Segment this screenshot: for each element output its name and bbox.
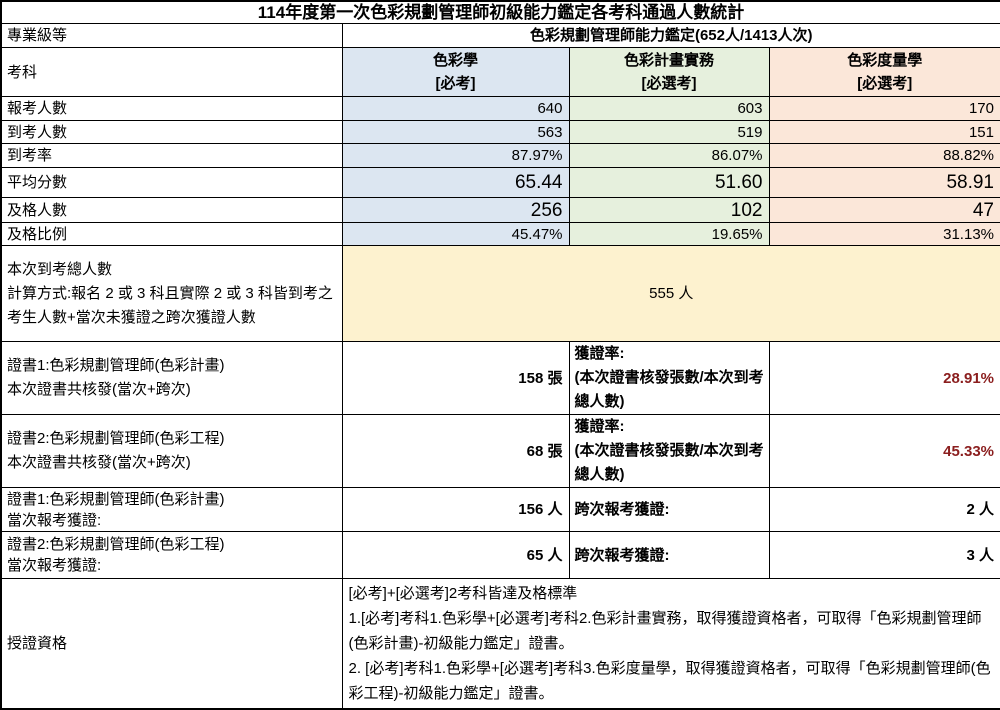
row-profession-level: 專業級等 色彩規劃管理師能力鑑定(652人/1413人次)	[0, 23, 1000, 48]
attended-total-label-line1: 本次到考總人數	[7, 260, 113, 278]
certificate2-issued-count: 68 張	[341, 414, 570, 488]
rate-title: 獲證率:	[574, 345, 625, 362]
certificate1-current-count: 156 人	[341, 487, 570, 532]
certificate1-current-label: 證書1:色彩規劃管理師(色彩計畫) 當次報考獲證:	[0, 487, 343, 532]
certificate-issued-caption: 本次證書共核發(當次+跨次)	[7, 454, 191, 471]
subject-name: 色彩度量學	[847, 52, 923, 69]
certificate-name: 證書1:色彩規劃管理師(色彩計畫)	[7, 357, 225, 374]
certificate2-issued-label: 證書2:色彩規劃管理師(色彩工程) 本次證書共核發(當次+跨次)	[0, 414, 343, 488]
metric-label: 到考率	[0, 143, 343, 168]
certificate-issued-caption: 本次證書共核發(當次+跨次)	[7, 381, 191, 398]
row-subjects: 考科 色彩學 [必考] 色彩計畫實務 [必選考] 色彩度量學 [必選考]	[0, 47, 1000, 97]
table-title: 114年度第一次色彩規劃管理師初級能力鑑定各考科通過人數統計	[0, 0, 1000, 24]
row-certificate1-issued: 證書1:色彩規劃管理師(色彩計畫) 本次證書共核發(當次+跨次) 158 張 獲…	[0, 341, 1000, 415]
metric-value: 603	[568, 96, 770, 121]
metric-value: 51.60	[568, 167, 770, 198]
row-qualification: 授證資格 [必考]+[必選考]2考科皆達及格標準 1.[必考]考科1.色彩學+[…	[0, 578, 1000, 710]
subject-header-color-planning-practice: 色彩計畫實務 [必選考]	[568, 47, 770, 97]
metric-value: 65.44	[341, 167, 570, 198]
rate-desc: (本次證書核發張數/本次到考總人數)	[574, 369, 764, 410]
row-attendance-rate: 到考率 87.97% 86.07% 88.82%	[0, 143, 1000, 168]
subject-type: [必選考]	[857, 75, 913, 92]
metric-label: 及格人數	[0, 197, 343, 223]
attended-total-label-line2: 計算方式:報名 2 或 3 科且實際 2 或 3 科皆到考之考生人數+當次未獲證…	[7, 284, 333, 326]
profession-level-label: 專業級等	[0, 23, 343, 48]
rate-desc: (本次證書核發張數/本次到考總人數)	[574, 442, 764, 483]
qualification-line: 1.[必考]考科1.色彩學+[必選考]考科2.色彩計畫實務，取得獲證資格者，可取…	[348, 610, 982, 652]
metric-value: 151	[768, 120, 1000, 144]
current-award-caption: 當次報考獲證:	[7, 557, 102, 574]
row-certificate1-current: 證書1:色彩規劃管理師(色彩計畫) 當次報考獲證: 156 人 跨次報考獲證: …	[0, 487, 1000, 532]
certificate1-issued-label: 證書1:色彩規劃管理師(色彩計畫) 本次證書共核發(當次+跨次)	[0, 341, 343, 415]
certificate-name: 證書2:色彩規劃管理師(色彩工程)	[7, 536, 225, 553]
metric-label: 報考人數	[0, 96, 343, 121]
row-certificate2-current: 證書2:色彩規劃管理師(色彩工程) 當次報考獲證: 65 人 跨次報考獲證: 3…	[0, 531, 1000, 579]
subjects-label: 考科	[0, 47, 343, 97]
certificate2-rate-value: 45.33%	[768, 414, 1000, 488]
metric-value: 256	[341, 197, 570, 223]
metric-value: 563	[341, 120, 570, 144]
row-attended-count: 到考人數 563 519 151	[0, 120, 1000, 144]
metric-label: 平均分數	[0, 167, 343, 198]
attended-total-value: 555 人	[341, 245, 1000, 342]
qualification-label: 授證資格	[0, 578, 343, 710]
metric-value: 102	[568, 197, 770, 223]
metric-value: 88.82%	[768, 143, 1000, 168]
qualification-line: [必考]+[必選考]2考科皆達及格標準	[348, 585, 578, 602]
profession-level-value: 色彩規劃管理師能力鑑定(652人/1413人次)	[341, 23, 1000, 48]
qualification-line: 2. [必考]考科1.色彩學+[必選考]考科3.色彩度量學，取得獲證資格者，可取…	[348, 660, 991, 702]
metric-value: 86.07%	[568, 143, 770, 168]
metric-value: 45.47%	[341, 222, 570, 246]
subject-header-colorimetry: 色彩度量學 [必選考]	[768, 47, 1000, 97]
rate-title: 獲證率:	[574, 418, 625, 435]
certificate1-issued-count: 158 張	[341, 341, 570, 415]
certificate1-cross-value: 2 人	[768, 487, 1000, 532]
qualification-text: [必考]+[必選考]2考科皆達及格標準 1.[必考]考科1.色彩學+[必選考]考…	[341, 578, 1000, 710]
certificate2-cross-label: 跨次報考獲證:	[568, 531, 770, 579]
attended-total-label: 本次到考總人數 計算方式:報名 2 或 3 科且實際 2 或 3 科皆到考之考生…	[0, 245, 343, 342]
subject-name: 色彩計畫實務	[623, 52, 714, 69]
row-title: 114年度第一次色彩規劃管理師初級能力鑑定各考科通過人數統計	[0, 0, 1000, 24]
certificate1-rate-formula: 獲證率: (本次證書核發張數/本次到考總人數)	[568, 341, 770, 415]
metric-value: 170	[768, 96, 1000, 121]
metric-value: 58.91	[768, 167, 1000, 198]
metric-value: 19.65%	[568, 222, 770, 246]
current-award-caption: 當次報考獲證:	[7, 511, 102, 529]
certificate-name: 證書1:色彩規劃管理師(色彩計畫)	[7, 490, 225, 508]
certificate1-rate-value: 28.91%	[768, 341, 1000, 415]
metric-label: 到考人數	[0, 120, 343, 144]
certificate2-rate-formula: 獲證率: (本次證書核發張數/本次到考總人數)	[568, 414, 770, 488]
metric-value: 87.97%	[341, 143, 570, 168]
row-passed-count: 及格人數 256 102 47	[0, 197, 1000, 223]
subject-type: [必考]	[435, 75, 476, 92]
row-certificate2-issued: 證書2:色彩規劃管理師(色彩工程) 本次證書共核發(當次+跨次) 68 張 獲證…	[0, 414, 1000, 488]
certificate2-cross-value: 3 人	[768, 531, 1000, 579]
row-registered-count: 報考人數 640 603 170	[0, 96, 1000, 121]
metric-value: 31.13%	[768, 222, 1000, 246]
metric-value: 640	[341, 96, 570, 121]
subject-header-color-science: 色彩學 [必考]	[341, 47, 570, 97]
subject-type: [必選考]	[641, 75, 697, 92]
row-average-score: 平均分數 65.44 51.60 58.91	[0, 167, 1000, 198]
certificate2-current-label: 證書2:色彩規劃管理師(色彩工程) 當次報考獲證:	[0, 531, 343, 579]
metric-value: 519	[568, 120, 770, 144]
row-pass-rate: 及格比例 45.47% 19.65% 31.13%	[0, 222, 1000, 246]
row-attended-total: 本次到考總人數 計算方式:報名 2 或 3 科且實際 2 或 3 科皆到考之考生…	[0, 245, 1000, 342]
subject-name: 色彩學	[432, 52, 478, 69]
certificate1-cross-label: 跨次報考獲證:	[568, 487, 770, 532]
certificate-name: 證書2:色彩規劃管理師(色彩工程)	[7, 430, 225, 447]
certificate2-current-count: 65 人	[341, 531, 570, 579]
metric-label: 及格比例	[0, 222, 343, 246]
metric-value: 47	[768, 197, 1000, 223]
